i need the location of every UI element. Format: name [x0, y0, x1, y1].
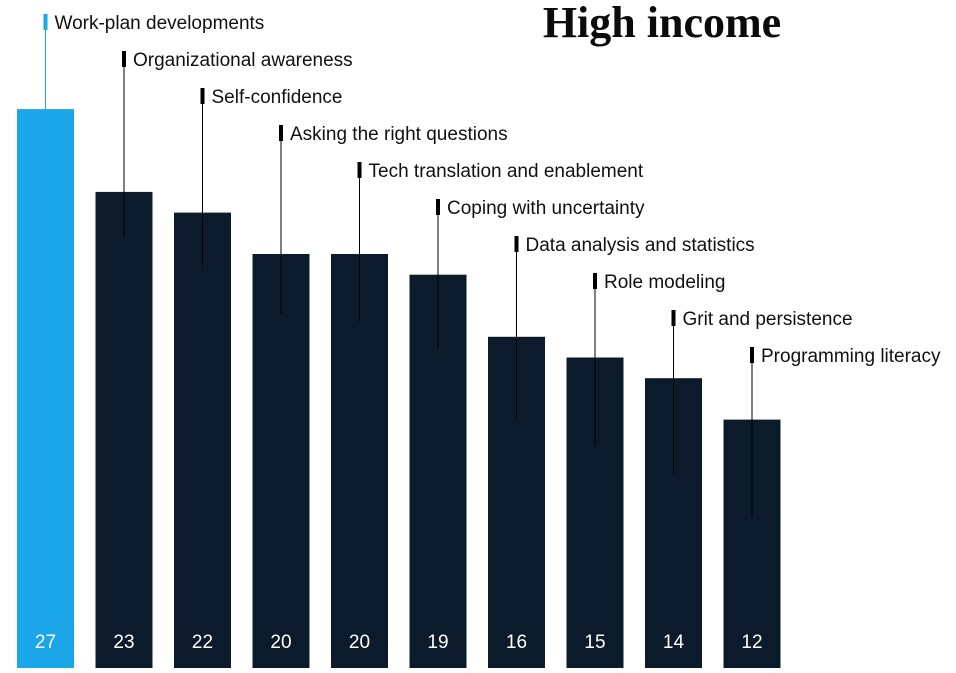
bar: [331, 254, 388, 668]
category-label: Grit and persistence: [683, 309, 853, 330]
bar-group: Organizational awareness 23: [95, 50, 353, 668]
value-label: 12: [741, 632, 762, 653]
value-label: 16: [506, 632, 527, 653]
label-tick: [200, 88, 205, 104]
label-tick: [122, 51, 126, 67]
bar: [17, 109, 74, 669]
label-tick: [279, 125, 283, 141]
bar-group: Grit and persistence 14: [645, 309, 853, 668]
label-tick: [43, 14, 48, 30]
label-tick: [593, 273, 597, 289]
bar-group: Coping with uncertainty 19: [409, 198, 645, 668]
category-label: Programming literacy: [761, 346, 941, 367]
label-tick: [357, 162, 362, 178]
label-tick: [514, 236, 519, 252]
bar: [95, 191, 153, 668]
category-label: Self-confidence: [212, 87, 343, 108]
value-label: 20: [270, 632, 291, 653]
bar-group: Work-plan developments 27: [17, 13, 265, 669]
bar-group: Role modeling 15: [566, 272, 725, 668]
bar-group: Self-confidence 22: [174, 87, 342, 668]
label-tick: [436, 199, 440, 215]
bar-group: Tech translation and enablement 20: [331, 161, 644, 668]
bar-group: Asking the right questions 20: [252, 124, 508, 668]
value-label: 14: [663, 632, 685, 653]
bar: [174, 212, 231, 668]
category-label: Tech translation and enablement: [369, 161, 644, 182]
value-label: 19: [427, 632, 448, 653]
bar-group: Data analysis and statistics 16: [488, 235, 755, 668]
label-tick: [671, 310, 676, 326]
bar: [252, 254, 310, 668]
category-label: Asking the right questions: [290, 124, 508, 145]
chart-title: High income: [543, 0, 781, 47]
value-label: 27: [35, 632, 56, 653]
category-label: Data analysis and statistics: [526, 235, 755, 256]
category-label: Coping with uncertainty: [447, 198, 645, 219]
category-label: Work-plan developments: [55, 13, 265, 34]
value-label: 22: [192, 632, 213, 653]
category-label: Role modeling: [604, 272, 725, 293]
category-label: Organizational awareness: [133, 50, 353, 71]
value-label: 20: [349, 632, 370, 653]
bar-group: Programming literacy 12: [723, 346, 941, 668]
value-label: 15: [584, 632, 605, 653]
value-label: 23: [113, 632, 134, 653]
label-tick: [750, 347, 754, 363]
